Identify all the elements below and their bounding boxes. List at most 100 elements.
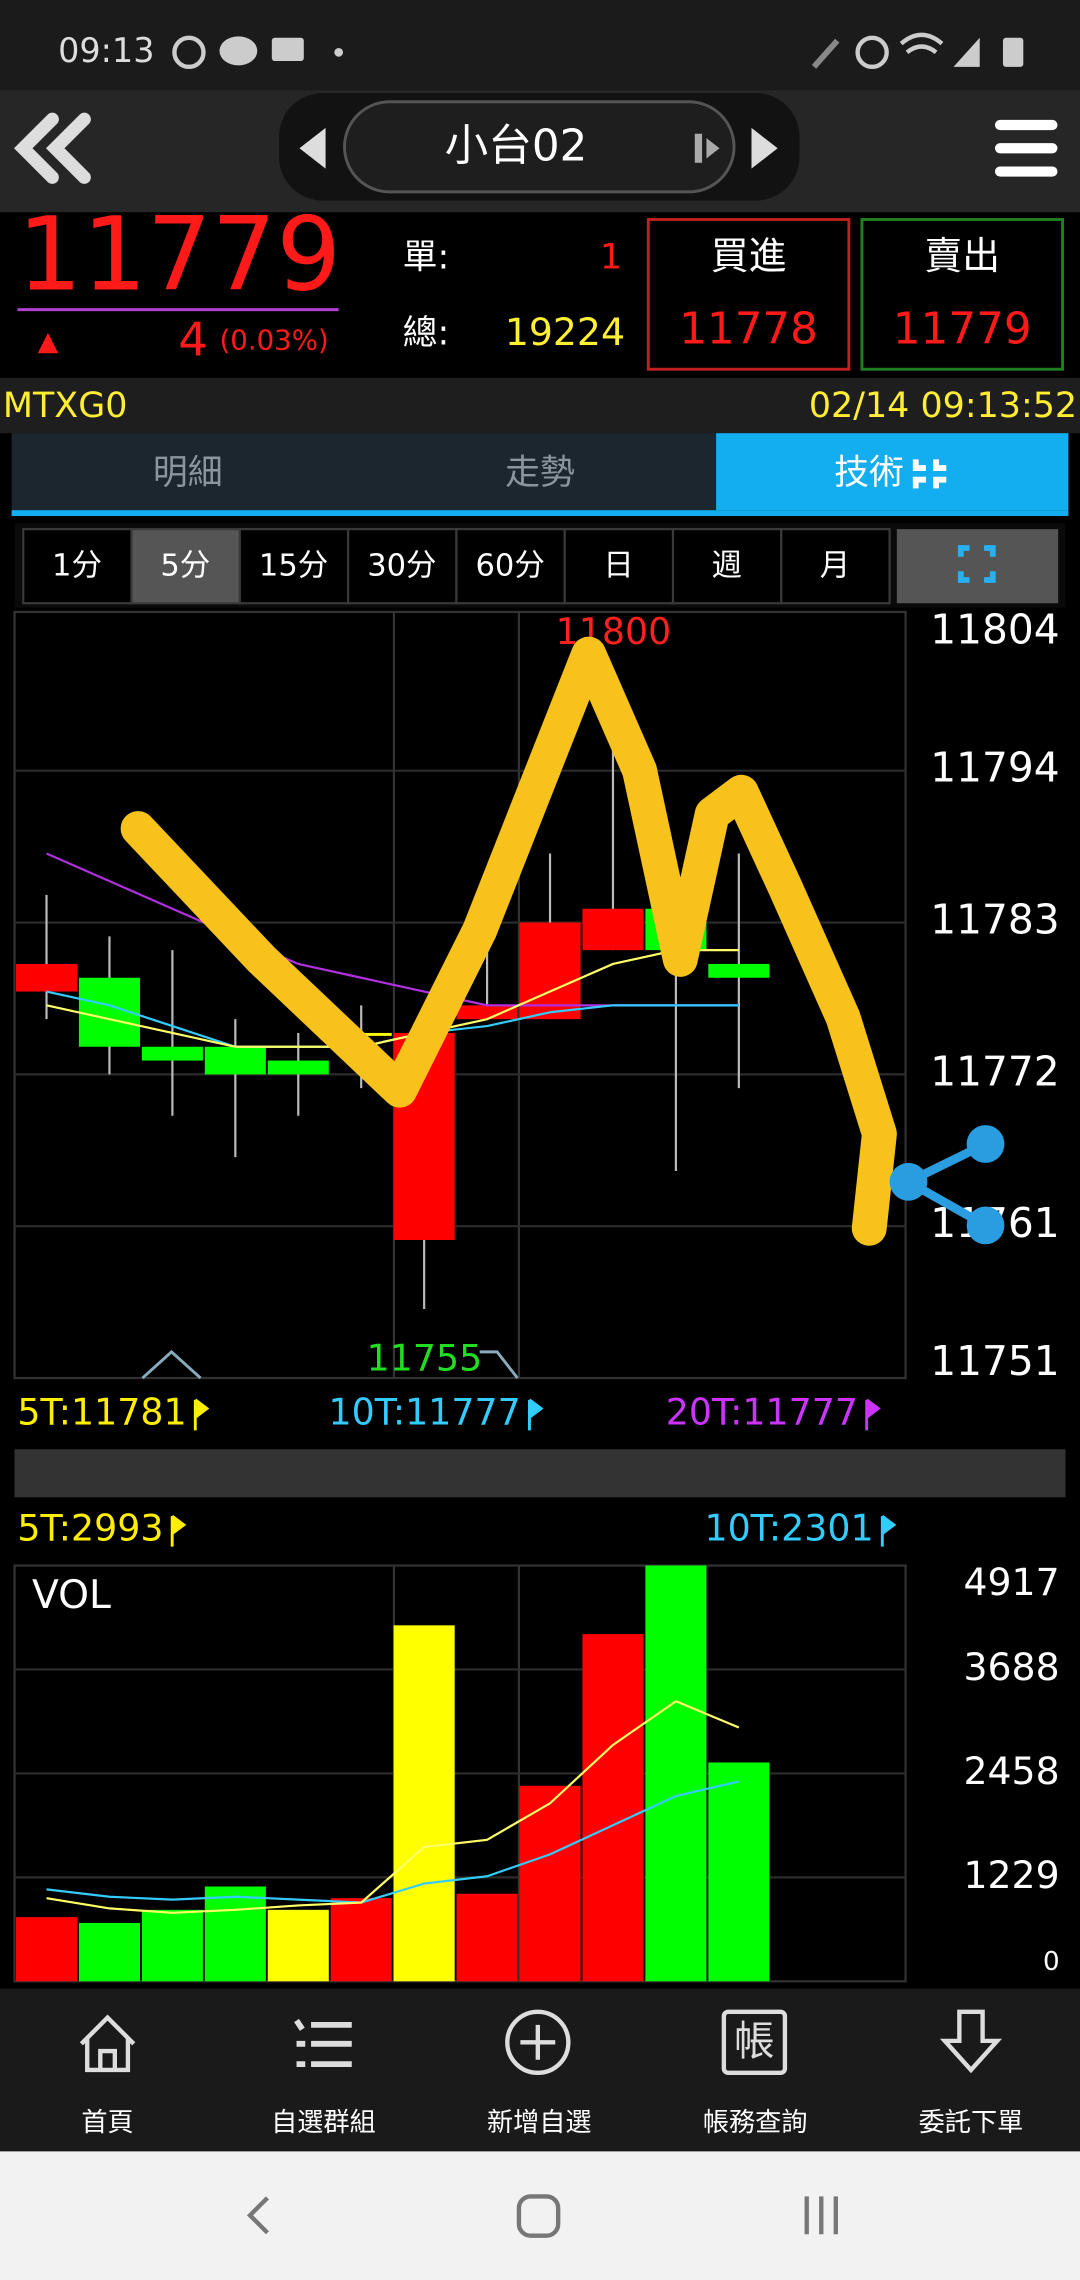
period-button[interactable] [22, 528, 133, 605]
candle-body [204, 1046, 266, 1075]
legend-label: 5T:11781 [17, 1390, 186, 1433]
candle-body [519, 922, 581, 1020]
period-button[interactable] [780, 528, 891, 605]
buy-box[interactable] [646, 218, 851, 371]
legend-label: 5T:2993 [17, 1507, 163, 1550]
share-icon [966, 1206, 1005, 1245]
system-nav [0, 2151, 1080, 2280]
info-row [0, 377, 1080, 434]
total-volume: 19224 [505, 310, 625, 354]
period-label: 1分 [52, 548, 102, 583]
status-bar [0, 0, 1080, 91]
nav-label[interactable]: 帳務查詢 [703, 2108, 808, 2138]
title-field[interactable] [343, 100, 736, 194]
sell-box[interactable] [860, 218, 1065, 371]
tab-label[interactable]: 走勢 [505, 453, 575, 493]
legend-label: 10T:11777 [329, 1390, 521, 1433]
volume-bar [393, 1625, 455, 1982]
period-label: 週 [712, 548, 743, 583]
nav-icon [505, 2009, 571, 2076]
y-tick-label: 0 [1043, 1947, 1060, 1977]
active-tab[interactable] [716, 433, 1069, 511]
buy-label: 買進 [711, 234, 787, 278]
share-button[interactable] [889, 1125, 1005, 1245]
volume-title: VOL [32, 1573, 111, 1618]
status-icon [855, 35, 889, 70]
y-tick-label: 11804 [930, 606, 1059, 654]
max-label: 11800 [556, 610, 672, 653]
nav-icon [520, 2024, 556, 2060]
candle-body [15, 963, 78, 992]
volume-bar [708, 1762, 770, 1982]
volume-bar [78, 1922, 140, 1982]
ma-line [46, 1700, 740, 1914]
time-axis [14, 1449, 1066, 1498]
period-label: 15分 [259, 548, 328, 583]
period-button[interactable] [455, 528, 566, 605]
nav-label[interactable]: 委託下單 [919, 2108, 1024, 2138]
nav-label[interactable]: 新增自選 [487, 2108, 592, 2138]
nav-icon [79, 2014, 136, 2073]
candle-body [267, 1060, 329, 1075]
status-icon [219, 36, 258, 66]
y-tick-label: 4917 [963, 1560, 1059, 1604]
next-button[interactable] [751, 127, 778, 169]
collapse-icon [912, 459, 947, 489]
status-icon [334, 47, 344, 57]
period-button[interactable] [563, 528, 675, 605]
period-label: 月 [820, 548, 851, 583]
tab-label[interactable]: 明細 [153, 453, 223, 493]
period-button[interactable] [130, 528, 241, 605]
ma-line [46, 1780, 740, 1904]
volume-bar [582, 1634, 644, 1982]
fullscreen-button[interactable] [896, 529, 1059, 604]
system-home[interactable] [516, 2194, 561, 2238]
period-label: 日 [603, 548, 634, 583]
status-icon [271, 37, 304, 62]
back-button[interactable] [14, 112, 91, 184]
share-icon [966, 1125, 1005, 1163]
status-icon [811, 38, 840, 69]
status-icon [1002, 37, 1024, 67]
single-volume: 1 [600, 238, 622, 278]
fullscreen-icon [957, 545, 996, 583]
nav-label[interactable]: 首頁 [81, 2108, 133, 2138]
header-title: 小台02 [445, 121, 588, 171]
nav-icon [939, 2009, 1003, 2074]
legend-label: 20T:11777 [666, 1390, 858, 1433]
tab-label[interactable]: 技術 [834, 453, 904, 493]
system-recents[interactable] [804, 2196, 838, 2235]
legend-flag [880, 1514, 897, 1547]
volume-bar [15, 1917, 78, 1982]
legend-flag [865, 1398, 881, 1431]
candle-body [141, 1046, 203, 1061]
menu-button[interactable] [994, 119, 1058, 177]
nav-icon [294, 2018, 352, 2068]
period-button[interactable] [238, 528, 350, 605]
total-label: 總: [403, 313, 450, 353]
y-tick-label: 3688 [963, 1645, 1059, 1689]
legend-flag [528, 1398, 544, 1431]
y-tick-label: 11794 [930, 744, 1059, 792]
candle-body [708, 963, 770, 978]
drag-handle [694, 133, 703, 163]
volume-bar [519, 1785, 581, 1982]
y-tick-label: 11751 [930, 1337, 1059, 1385]
prev-button[interactable] [299, 127, 326, 169]
volume-bar [645, 1565, 707, 1982]
status-time: 09:13 [58, 31, 154, 70]
period-button[interactable] [671, 528, 783, 605]
sell-label: 賣出 [924, 234, 1000, 278]
single-label: 單: [403, 238, 450, 278]
candle-body [456, 1005, 518, 1020]
system-back[interactable] [246, 2196, 269, 2235]
legend-label: 10T:2301 [704, 1507, 873, 1550]
y-tick-label: 11772 [930, 1047, 1059, 1095]
datetime: 02/14 09:13:52 [809, 386, 1077, 426]
nav-label[interactable]: 自選群組 [271, 2108, 376, 2138]
period-label: 5分 [160, 548, 210, 583]
user-drawing [120, 636, 897, 1246]
ma-line [46, 949, 739, 1048]
